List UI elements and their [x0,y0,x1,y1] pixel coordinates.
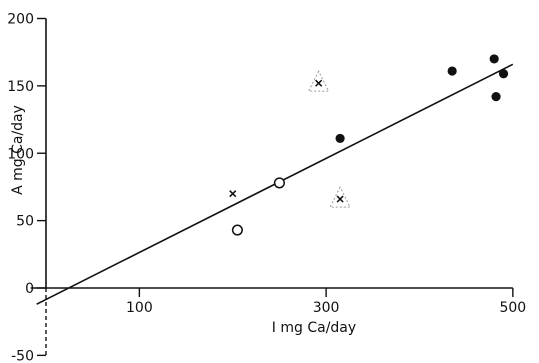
point-filled-circle-1 [447,66,457,76]
point-filled-circle-0 [335,133,345,144]
point-filled-circle-2 [489,54,499,64]
cross-stroke-b [315,79,323,87]
y-tick-label-0: 0 [25,281,34,297]
tick-marks [37,17,514,357]
point-cross-in-triangle-0 [307,70,330,92]
data-points [229,54,509,236]
x-tick-label-100: 100 [126,300,153,316]
point-filled-circle-4 [491,92,501,102]
y-tick-label-200: 200 [7,12,34,28]
y-tick-label-50: 50 [16,214,34,230]
triangle-outline [307,70,330,92]
x-tick-label-300: 300 [313,300,340,316]
y-tick-label--50: -50 [11,348,34,363]
cross-stroke-b [336,195,344,203]
cross-stroke-b [229,190,237,198]
point-open-circle-1 [273,177,285,189]
point-filled-circle-3 [498,69,509,79]
point-cross-in-triangle-1 [329,185,351,208]
y-tick-label-150: 150 [7,79,34,95]
axes [30,18,513,356]
point-cross-0 [229,190,237,198]
tick-labels: -50 0 50 100 150 200 100 300 500 [7,12,526,363]
x-axis-label: I mg Ca/day [272,320,356,336]
point-open-circle-0 [231,224,243,236]
y-tick-label-100: 100 [7,146,34,162]
y-axis-label: A mg Ca/day [10,105,26,195]
triangle-outline [329,185,351,208]
x-tick-label-500: 500 [499,300,526,316]
